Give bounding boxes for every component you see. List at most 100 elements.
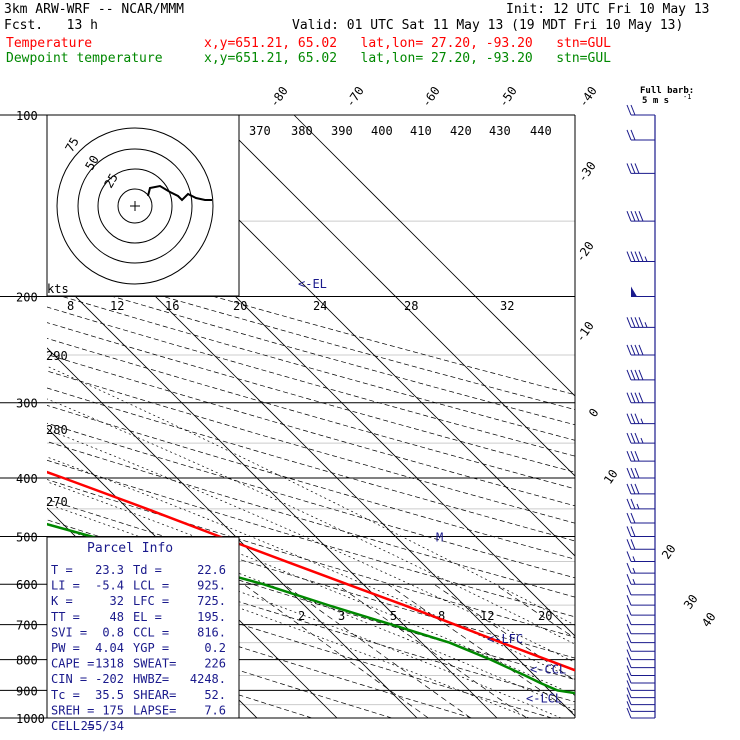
parcel-param-value: 0.8 — [102, 625, 124, 639]
isotherm-label: -70 — [343, 84, 367, 110]
mixing-ratio-line — [243, 583, 429, 718]
pressure-tick-label: 100 — [16, 109, 38, 123]
wind-barb — [626, 432, 655, 444]
wind-barb-half — [644, 256, 648, 262]
wind-barb-full — [630, 432, 636, 444]
wind-barb — [626, 680, 655, 691]
wind-barb-full — [634, 344, 640, 356]
wind-barb — [626, 701, 655, 712]
wind-barb-full — [634, 392, 640, 403]
wind-barb — [626, 687, 655, 699]
isotherm-line — [293, 115, 575, 397]
wind-barb-full — [626, 413, 632, 424]
wind-barb-full — [626, 701, 632, 712]
model-title: 3km ARW-WRF -- NCAR/MMM — [4, 2, 185, 17]
theta-label: 400 — [371, 124, 393, 138]
wind-barb-full — [638, 317, 644, 328]
wind-barb-half — [640, 437, 644, 444]
wet-bulb-label: 28 — [404, 299, 418, 313]
wet-bulb-label: 20 — [233, 299, 247, 313]
moist-adiabat — [47, 481, 575, 696]
dewpoint-legend: Dewpoint temperature — [6, 51, 163, 66]
isotherm-label: -50 — [496, 84, 520, 110]
wind-barb-full — [634, 163, 640, 174]
wind-barb-full — [630, 129, 636, 141]
mixing-ratio-label: 12 — [480, 609, 494, 623]
parcel-param-value: 7.6 — [204, 703, 226, 717]
theta-label: 430 — [489, 124, 511, 138]
parcel-param-value: 35.5 — [95, 688, 124, 702]
ccl-mark: <-CCL — [530, 663, 566, 677]
el-mark: <-EL — [298, 277, 327, 291]
parcel-param-value: 48 — [110, 610, 124, 624]
pressure-tick-label: 800 — [16, 654, 38, 668]
parcel-param-value: 1318 — [95, 657, 124, 671]
barb-legend-unit-exponent: -1 — [683, 93, 691, 101]
hodograph-ring-label: 25 — [101, 171, 120, 191]
isotherm-label: 40 — [699, 610, 719, 630]
parcel-param-label: SVI = — [51, 625, 87, 639]
wind-barb-full — [638, 369, 644, 381]
wind-barb-full — [626, 251, 632, 262]
wind-barb-full — [626, 614, 632, 625]
dry-adiabat — [47, 459, 575, 618]
parcel-param-label: SHEAR= — [133, 688, 176, 702]
wind-barb — [626, 665, 655, 676]
theta-label: 440 — [530, 124, 552, 138]
wind-barb-half — [640, 418, 644, 424]
wind-barb — [626, 344, 655, 356]
pressure-tick-label: 900 — [16, 684, 38, 698]
parcel-param-label: Tc = — [51, 688, 80, 702]
hodograph-ring-label: 75 — [62, 135, 81, 155]
isotherm-line — [213, 115, 575, 477]
dry-adiabat — [47, 499, 575, 659]
wind-barb-full — [626, 129, 632, 141]
theta-label: 280 — [46, 423, 68, 437]
wind-barb-full — [626, 498, 632, 510]
wind-barb-full — [626, 163, 632, 174]
dry-adiabat — [47, 584, 472, 718]
wind-barb — [626, 498, 655, 510]
parcel-param-label: TT = — [51, 610, 80, 624]
parcel-info-box: Parcel Info T = 23.3 Td = 22.6 LI = -5.4 LCL = 9… — [46, 536, 240, 733]
wind-barb-full — [626, 574, 632, 585]
wind-barb-full — [634, 251, 640, 262]
parcel-param-value: -5.4 — [95, 579, 124, 593]
parcel-param-label: CAPE = — [51, 657, 94, 671]
parcel-param-label: LAPSE= — [133, 703, 176, 717]
wind-barb-full — [630, 512, 636, 524]
wind-barb-pennant — [631, 286, 637, 297]
theta-label: 370 — [249, 124, 271, 138]
parcel-param-label: PW = — [51, 641, 80, 655]
wind-barb — [626, 672, 655, 684]
wind-barb-full — [630, 344, 636, 356]
hodograph-trace — [147, 184, 212, 202]
isotherm-label: 30 — [681, 592, 701, 612]
wind-barb-full — [626, 369, 632, 381]
parcel-param-value: 725. — [197, 594, 226, 608]
isotherm-label: 20 — [659, 542, 679, 562]
wind-barb — [626, 641, 655, 652]
wind-barb — [626, 392, 655, 404]
hodograph-ring — [117, 188, 153, 224]
parcel-param-label: SREH = — [51, 703, 94, 717]
parcel-param-value: 0.2 — [204, 641, 226, 655]
wind-barb-full — [630, 210, 636, 222]
dry-adiabat — [47, 291, 575, 441]
temperature-profile-line — [47, 470, 575, 672]
parcel-param-label: T = — [51, 563, 73, 577]
parcel-param-value: 816. — [197, 625, 226, 639]
wind-barb-full — [630, 392, 636, 403]
wind-barb-half — [632, 567, 636, 574]
forecast-hour: Fcst. 13 h — [4, 18, 98, 33]
mixing-ratio-label: 2 — [298, 609, 305, 623]
wind-barb-full — [626, 483, 632, 495]
wind-barb-half — [644, 322, 648, 328]
wind-barb-full — [626, 632, 632, 643]
wind-barb-full — [626, 551, 632, 562]
wind-barb — [626, 369, 655, 381]
wind-barb — [626, 483, 655, 495]
wind-barb — [626, 163, 655, 174]
moist-adiabat — [47, 429, 575, 663]
